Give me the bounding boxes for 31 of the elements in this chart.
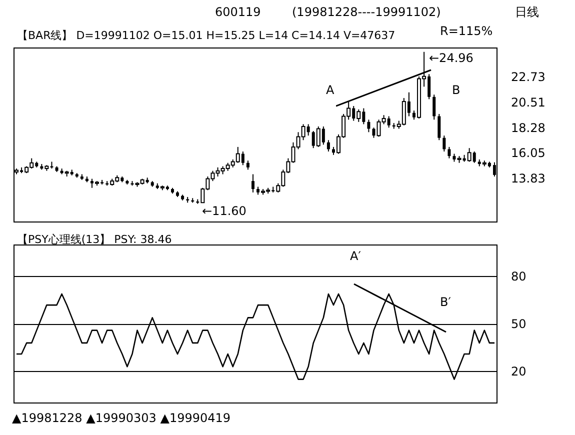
- text: R=115%: [440, 24, 493, 38]
- annotation: A′: [350, 249, 362, 263]
- text: 600119: [215, 5, 261, 19]
- annotation: ←11.60: [202, 204, 246, 218]
- y-tick-label: 20.51: [511, 95, 546, 110]
- candlestick: [438, 113, 441, 141]
- annotation: B: [452, 83, 460, 97]
- annotation: ←24.96: [429, 51, 474, 65]
- chart-title: 【PSY心理线(13】 PSY: 38.46: [17, 233, 172, 246]
- y-tick-label: 50: [511, 317, 526, 331]
- candlestick: [448, 146, 451, 159]
- text: (19981228----19991102): [292, 5, 441, 19]
- line-series: [16, 293, 496, 380]
- y-tick-label: 16.05: [511, 146, 546, 160]
- candlestick: [246, 160, 250, 170]
- y-tick-label: 80: [511, 270, 526, 284]
- y-tick-label: 20: [511, 364, 526, 378]
- annotation: B′: [440, 295, 452, 309]
- chart-title: 【BAR线】 D=19991102 O=15.01 H=15.25 L=14 C=14.14 V=47637: [17, 29, 396, 42]
- candlestick: [251, 174, 254, 193]
- y-tick-label: 13.83: [511, 171, 546, 186]
- y-tick-label: 22.73: [511, 70, 546, 84]
- candlestick: [432, 94, 436, 120]
- candlestick: [326, 140, 330, 152]
- text: ▲19981228 ▲19990303 ▲19990419: [12, 411, 231, 425]
- annotation: A: [326, 83, 335, 97]
- y-tick-label: 18.28: [511, 120, 546, 135]
- candlestick: [372, 127, 376, 138]
- candlestick: [367, 119, 370, 133]
- text: 日线: [515, 5, 539, 19]
- candlestick: [442, 135, 446, 152]
